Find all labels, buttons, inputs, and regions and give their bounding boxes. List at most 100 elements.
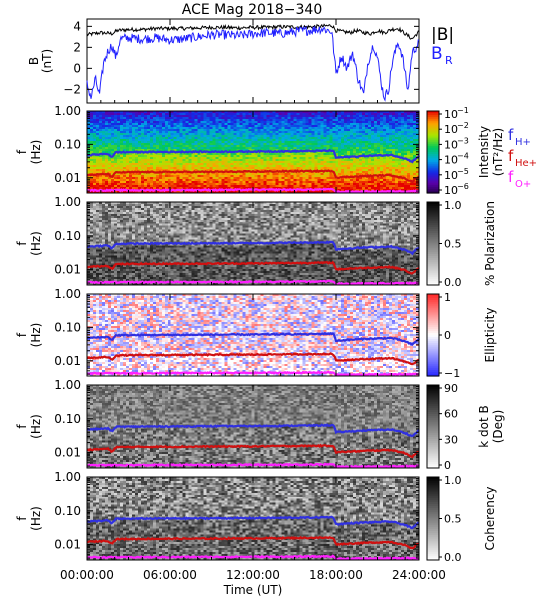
ellipticity-colorbar-step [427,373,439,377]
polarization-colorbar-label: 1.0 [444,199,462,212]
intensity-colorbar-step [427,182,439,186]
polarization-colorbar-step [427,247,439,251]
intensity-colorbar-title: Intensity [477,126,491,178]
coherency-colorbar-step [427,487,439,491]
intensity-colorbar-step [427,168,439,172]
polarization-colorbar-step [427,255,439,259]
panel-kdotb: 1.00 0.10 0.01 f (Hz) 90 60 30 0 k dot B (Deg) [15,378,505,472]
coherency-gyroline-0 [86,515,420,530]
polarization-colorbar-step [427,249,439,253]
intensity-colorbar-step [427,127,439,131]
coherency-colorbar-label: 1.0 [444,474,462,487]
kdotb-colorbar-step [427,422,439,426]
kdotb-colorbar-step [427,430,439,434]
time-tick-label: 18:00:00 [309,568,363,582]
gyro-legend-0-subscript: H+ [515,137,531,148]
ellipticity-colorbar-step [427,357,439,361]
intensity-colorbar-label-exp: −4 [457,152,469,161]
kdotb-colorbar-title: k dot B [477,405,491,447]
polarization-colorbar-step [427,204,439,207]
coherency-colorbar-step [427,522,439,526]
intensity-gyroline-0 [86,148,420,164]
coherency-ylabel: f [15,516,29,521]
gyro-legend-2: f [508,168,514,186]
kdotb-colorbar-label: 90 [444,382,458,395]
intensity-colorbar-step [427,152,439,155]
coherency-colorbar-step [427,545,439,549]
ellipticity-colorbar-step [427,304,439,307]
kdotb-colorbar-step [427,411,439,415]
ellipticity-colorbar-step [427,353,439,357]
kdotb-colorbar-step [427,453,439,457]
intensity-colorbar-step [427,178,439,182]
polarization-colorbar-step [427,262,439,265]
intensity-gyroline-1 [86,169,420,184]
intensity-colorbar-step [427,174,439,178]
ellipticity-colorbar-step [427,316,439,320]
ellipticity-gyroline-0 [86,331,420,346]
polarization-colorbar-step [427,274,439,278]
intensity-colorbar-label: 10 [444,184,458,197]
ellipticity-ytick-label: 1.00 [54,287,81,301]
coherency-colorbar-step [427,528,439,532]
intensity-colorbar-step [427,180,439,184]
polarization-colorbar-step [427,278,439,282]
ellipticity-ytick-label: 0.10 [54,320,81,334]
coherency-colorbar-step [427,485,439,488]
polarization-colorbar-step [427,202,439,205]
intensity-colorbar-step [427,186,439,190]
ellipticity-colorbar-step [427,339,439,342]
ellipticity-colorbar-step [427,369,439,373]
intensity-colorbar-step [427,139,439,143]
polarization-colorbar-step [427,237,439,240]
coherency-colorbar-step [427,549,439,553]
polarization-colorbar-step [427,228,439,232]
kdotb-colorbar-step [427,436,439,440]
polarization-ytick-label: 0.10 [54,229,81,243]
polarization-colorbar-step [427,258,439,261]
ellipticity-colorbar-step [427,320,439,324]
kdotb-colorbar-step [427,441,439,444]
kdotb-colorbar-step [427,463,439,467]
intensity-colorbar-step [427,164,439,167]
ellipticity-colorbar-step [427,347,439,350]
ellipticity-ytick-label: 0.01 [54,354,81,368]
ellipticity-colorbar-step [427,302,439,305]
time-axis-label: Time (UT) [223,583,283,597]
kdotb-colorbar-step [427,451,439,455]
panel-coherency: 1.00 0.10 0.01 f (Hz) 1.0 0.5 0.0 Coherency [15,470,497,564]
kdotb-colorbar-step [427,385,439,388]
intensity-colorbar-step [427,131,439,135]
kdotb-colorbar-step [427,445,439,448]
kdotb-colorbar-step [427,407,439,411]
ellipticity-ylabel-unit: (Hz) [29,323,43,348]
coherency-colorbar-step [427,479,439,482]
coherency-colorbar-step [427,481,439,484]
coherency-colorbar-step [427,524,439,528]
intensity-ytick-label: 0.01 [54,171,81,185]
coherency-ytick-label: 0.01 [54,538,81,552]
kdotb-colorbar-step [427,405,439,409]
kdotb-colorbar-step [427,459,439,463]
panel-polarization: 1.00 0.10 0.01 f (Hz) 1.0 0.5 0.0 % Polarization [15,195,497,289]
coherency-ylabel-unit: (Hz) [29,506,43,531]
intensity-colorbar-label: 10 [444,169,458,182]
coherency-colorbar-step [427,506,439,509]
ellipticity-colorbar-step [427,324,439,328]
polarization-colorbar-step [427,241,439,245]
field-ytick-label: 2 [73,40,81,54]
coherency-colorbar-step [427,491,439,495]
intensity-colorbar-label: 10 [444,154,458,167]
ellipticity-colorbar-step [427,312,439,316]
field-series-b-r [86,25,420,102]
coherency-colorbar-step [427,551,439,555]
polarization-colorbar-step [427,276,439,280]
intensity-colorbar-step [427,119,439,122]
time-tick-label: 24:00:00 [392,568,446,582]
coherency-colorbar-step [427,537,439,540]
ellipticity-colorbar-step [427,337,439,340]
intensity-colorbar-label: 10 [444,108,458,121]
ellipticity-colorbar-step [427,371,439,375]
coherency-colorbar-label: 0.5 [444,513,462,526]
ellipticity-colorbar-step [427,306,439,309]
